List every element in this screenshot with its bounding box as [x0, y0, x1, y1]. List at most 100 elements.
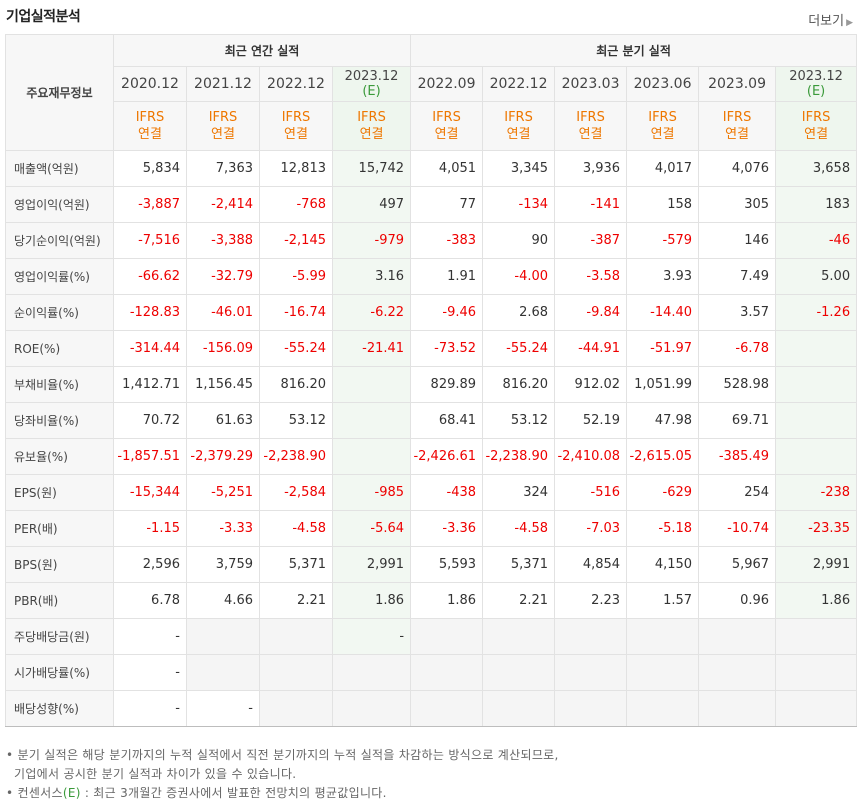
table-row: 배당성향(%) - -: [5, 690, 858, 727]
table-cell: -6.22: [331, 294, 412, 331]
period-header: 2023.12 (E): [331, 66, 412, 102]
table-cell: [186, 618, 260, 655]
table-cell: -2,145: [259, 222, 333, 259]
table-cell: 3.93: [626, 258, 700, 295]
table-cell: [554, 654, 628, 691]
table-cell: 829.89: [410, 366, 484, 403]
accounting-standard-cell: IFRS 연결: [775, 101, 858, 151]
table-cell: 158: [626, 186, 700, 223]
table-cell: 7,363: [186, 150, 260, 187]
accounting-standard-cell: IFRS 연결: [554, 101, 628, 151]
table-cell: -383: [410, 222, 484, 259]
row-label: 주당배당금(원): [5, 618, 114, 655]
table-cell: -73.52: [410, 330, 484, 367]
table-cell: 1,051.99: [626, 366, 700, 403]
table-cell: 53.12: [482, 402, 556, 439]
accounting-standard-cell: IFRS 연결: [186, 101, 260, 151]
period-header: 2022.12: [259, 66, 333, 102]
table-cell: 1.86: [775, 582, 858, 619]
table-cell: 5,371: [482, 546, 556, 583]
table-cell: -5,251: [186, 474, 260, 511]
period-label: 2023.06: [633, 76, 692, 92]
table-cell: 5,371: [259, 546, 333, 583]
table-cell: [482, 654, 556, 691]
table-cell: -2,615.05: [626, 438, 700, 475]
table-cell: -: [113, 654, 187, 691]
table-row: EPS(원) -15,344 -5,251 -2,584 -985 -438 324 -516…: [5, 474, 858, 511]
consolidation-label: 연결: [138, 127, 162, 142]
row-label: 당기순이익(억원): [5, 222, 114, 259]
table-cell: [775, 330, 858, 367]
table-cell: 254: [698, 474, 777, 511]
standard-label: IFRS: [722, 110, 752, 125]
table-cell: -51.97: [626, 330, 700, 367]
table-cell: 70.72: [113, 402, 187, 439]
table-cell: 15,742: [331, 150, 412, 187]
financial-table: 주요재무정보 최근 연간 실적 최근 분기 실적 2020.12 2021.12 2…: [5, 34, 858, 727]
table-cell: 816.20: [259, 366, 333, 403]
table-cell: 1,412.71: [113, 366, 187, 403]
table-cell: [482, 618, 556, 655]
table-cell: -2,426.61: [410, 438, 484, 475]
table-cell: 2.21: [259, 582, 333, 619]
table-cell: -3.33: [186, 510, 260, 547]
period-label: 2023.12: [344, 69, 399, 84]
table-cell: -2,414: [186, 186, 260, 223]
section-title: 기업실적분석: [6, 9, 81, 25]
table-cell: 90: [482, 222, 556, 259]
table-cell: -134: [482, 186, 556, 223]
table-cell: 1.86: [331, 582, 412, 619]
table-cell: 7.49: [698, 258, 777, 295]
table-cell: -2,238.90: [482, 438, 556, 475]
table-cell: [331, 690, 412, 727]
table-cell: -979: [331, 222, 412, 259]
table-row: PBR(배) 6.78 4.66 2.21 1.86 1.86 2.21 2.23 1.57 0.…: [5, 582, 858, 619]
table-row: ROE(%) -314.44 -156.09 -55.24 -21.41 -73.52 -5…: [5, 330, 858, 367]
table-cell: -32.79: [186, 258, 260, 295]
table-cell: 146: [698, 222, 777, 259]
table-cell: 69.71: [698, 402, 777, 439]
estimate-mark: (E): [806, 84, 826, 99]
row-label: 영업이익률(%): [5, 258, 114, 295]
table-cell: 4,150: [626, 546, 700, 583]
footnote-1: • 분기 실적은 해당 분기까지의 누적 실적에서 직전 분기까지의 누적 실적…: [6, 748, 559, 762]
period-label: 2022.12: [267, 76, 325, 92]
table-cell: -3,887: [113, 186, 187, 223]
consolidation-label: 연결: [650, 127, 675, 142]
table-cell: [698, 654, 777, 691]
consolidation-label: 연결: [211, 127, 235, 142]
standard-label: IFRS: [576, 110, 605, 125]
footnote-text: 분기 실적은 해당 분기까지의 누적 실적에서 직전 분기까지의 누적 실적을 …: [17, 748, 559, 762]
row-label: 시가배당률(%): [5, 654, 114, 691]
table-cell: 816.20: [482, 366, 556, 403]
row-label: 배당성향(%): [5, 690, 114, 727]
row-label: PBR(배): [5, 582, 114, 619]
table-cell: 1.86: [410, 582, 484, 619]
table-cell: 4.66: [186, 582, 260, 619]
table-cell: -2,379.29: [186, 438, 260, 475]
row-label: EPS(원): [5, 474, 114, 511]
consolidation-label: 연결: [359, 127, 384, 142]
table-cell: 3.57: [698, 294, 777, 331]
table-cell: -1.26: [775, 294, 858, 331]
table-cell: 3,345: [482, 150, 556, 187]
table-cell: -: [113, 690, 187, 727]
table-cell: -4.58: [259, 510, 333, 547]
table-cell: [775, 402, 858, 439]
footnote-text: 컨센서스: [17, 786, 63, 800]
row-label: 순이익률(%): [5, 294, 114, 331]
accounting-standard-cell: IFRS 연결: [626, 101, 700, 151]
table-cell: -1,857.51: [113, 438, 187, 475]
table-cell: -128.83: [113, 294, 187, 331]
table-body: 매출액(억원) 5,834 7,363 12,813 15,742 4,051 3,345 3…: [5, 150, 858, 727]
table-cell: -23.35: [775, 510, 858, 547]
table-cell: -385.49: [698, 438, 777, 475]
table-cell: [698, 618, 777, 655]
table-cell: -16.74: [259, 294, 333, 331]
table-cell: [554, 690, 628, 727]
standard-label: IFRS: [357, 110, 386, 125]
table-row: 유보율(%) -1,857.51 -2,379.29 -2,238.90 -2,426.…: [5, 438, 858, 475]
table-cell: 1.57: [626, 582, 700, 619]
more-link[interactable]: 더보기 ▶: [808, 10, 853, 29]
